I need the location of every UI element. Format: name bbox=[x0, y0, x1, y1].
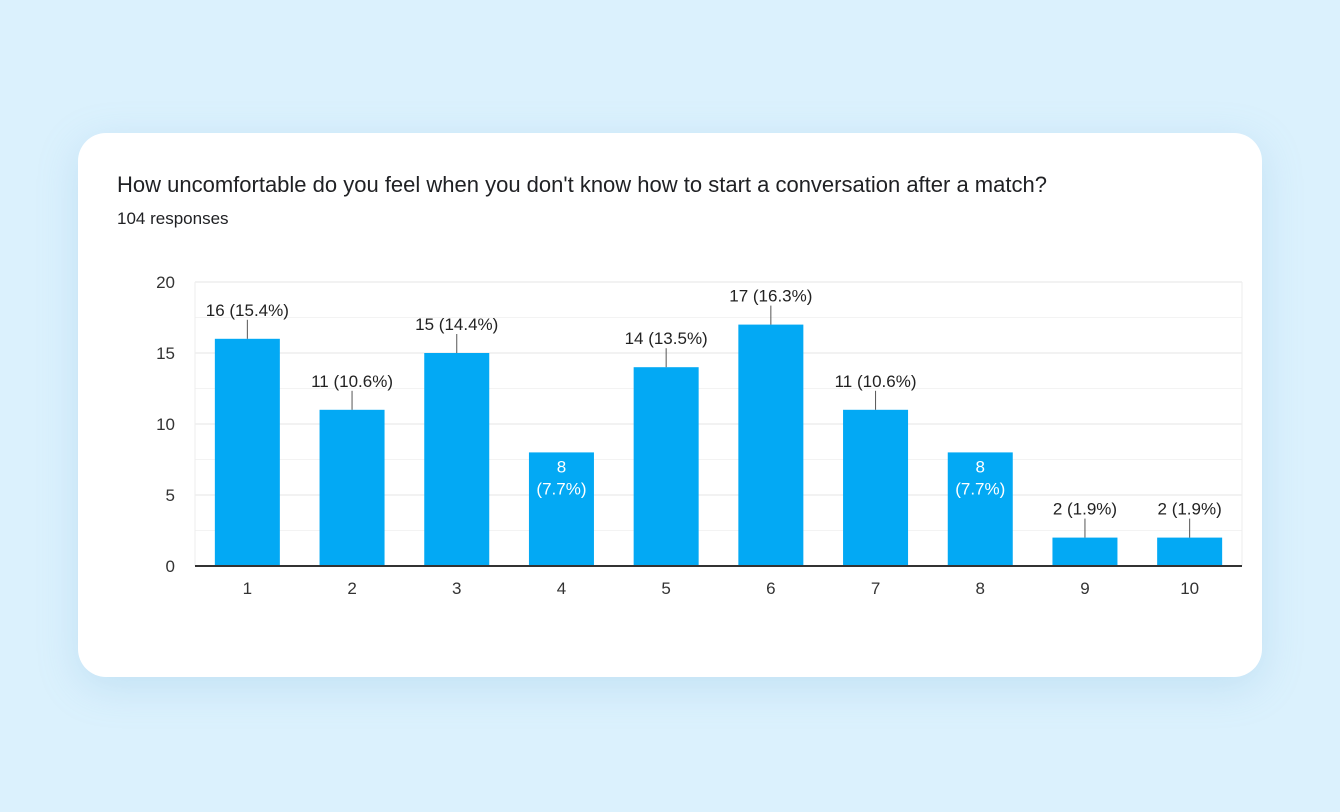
y-tick-label: 0 bbox=[166, 557, 175, 576]
data-label: 14 (13.5%) bbox=[625, 329, 708, 348]
bar bbox=[633, 367, 699, 566]
data-label: 8 bbox=[976, 457, 985, 476]
x-tick-label: 4 bbox=[557, 579, 566, 598]
data-label: 17 (16.3%) bbox=[729, 287, 812, 306]
bar bbox=[738, 324, 804, 566]
y-tick-label: 20 bbox=[156, 273, 175, 292]
x-tick-label: 5 bbox=[661, 579, 670, 598]
data-label: (7.7%) bbox=[955, 479, 1005, 498]
bar bbox=[1157, 537, 1223, 566]
bar bbox=[843, 409, 909, 566]
chart-title: How uncomfortable do you feel when you d… bbox=[117, 172, 1047, 197]
x-tick-label: 2 bbox=[347, 579, 356, 598]
x-tick-label: 3 bbox=[452, 579, 461, 598]
response-count: 104 responses bbox=[117, 209, 229, 228]
bar bbox=[528, 452, 594, 566]
bar bbox=[424, 353, 490, 566]
data-label: 16 (15.4%) bbox=[206, 301, 289, 320]
bar bbox=[214, 338, 280, 566]
data-label: (7.7%) bbox=[536, 479, 586, 498]
x-tick-label: 10 bbox=[1180, 579, 1199, 598]
x-tick-label: 9 bbox=[1080, 579, 1089, 598]
data-label: 2 (1.9%) bbox=[1053, 500, 1117, 519]
y-tick-label: 5 bbox=[166, 486, 175, 505]
x-tick-label: 1 bbox=[243, 579, 252, 598]
x-tick-label: 7 bbox=[871, 579, 880, 598]
data-label: 8 bbox=[557, 457, 566, 476]
data-label: 11 (10.6%) bbox=[835, 372, 917, 391]
data-label: 15 (14.4%) bbox=[415, 315, 498, 334]
data-label: 2 (1.9%) bbox=[1158, 500, 1222, 519]
bar bbox=[947, 452, 1013, 566]
y-tick-label: 10 bbox=[156, 415, 175, 434]
data-label: 11 (10.6%) bbox=[311, 372, 393, 391]
x-tick-label: 8 bbox=[976, 579, 985, 598]
bar bbox=[1052, 537, 1118, 566]
y-tick-label: 15 bbox=[156, 344, 175, 363]
x-tick-label: 6 bbox=[766, 579, 775, 598]
bar bbox=[319, 409, 385, 566]
